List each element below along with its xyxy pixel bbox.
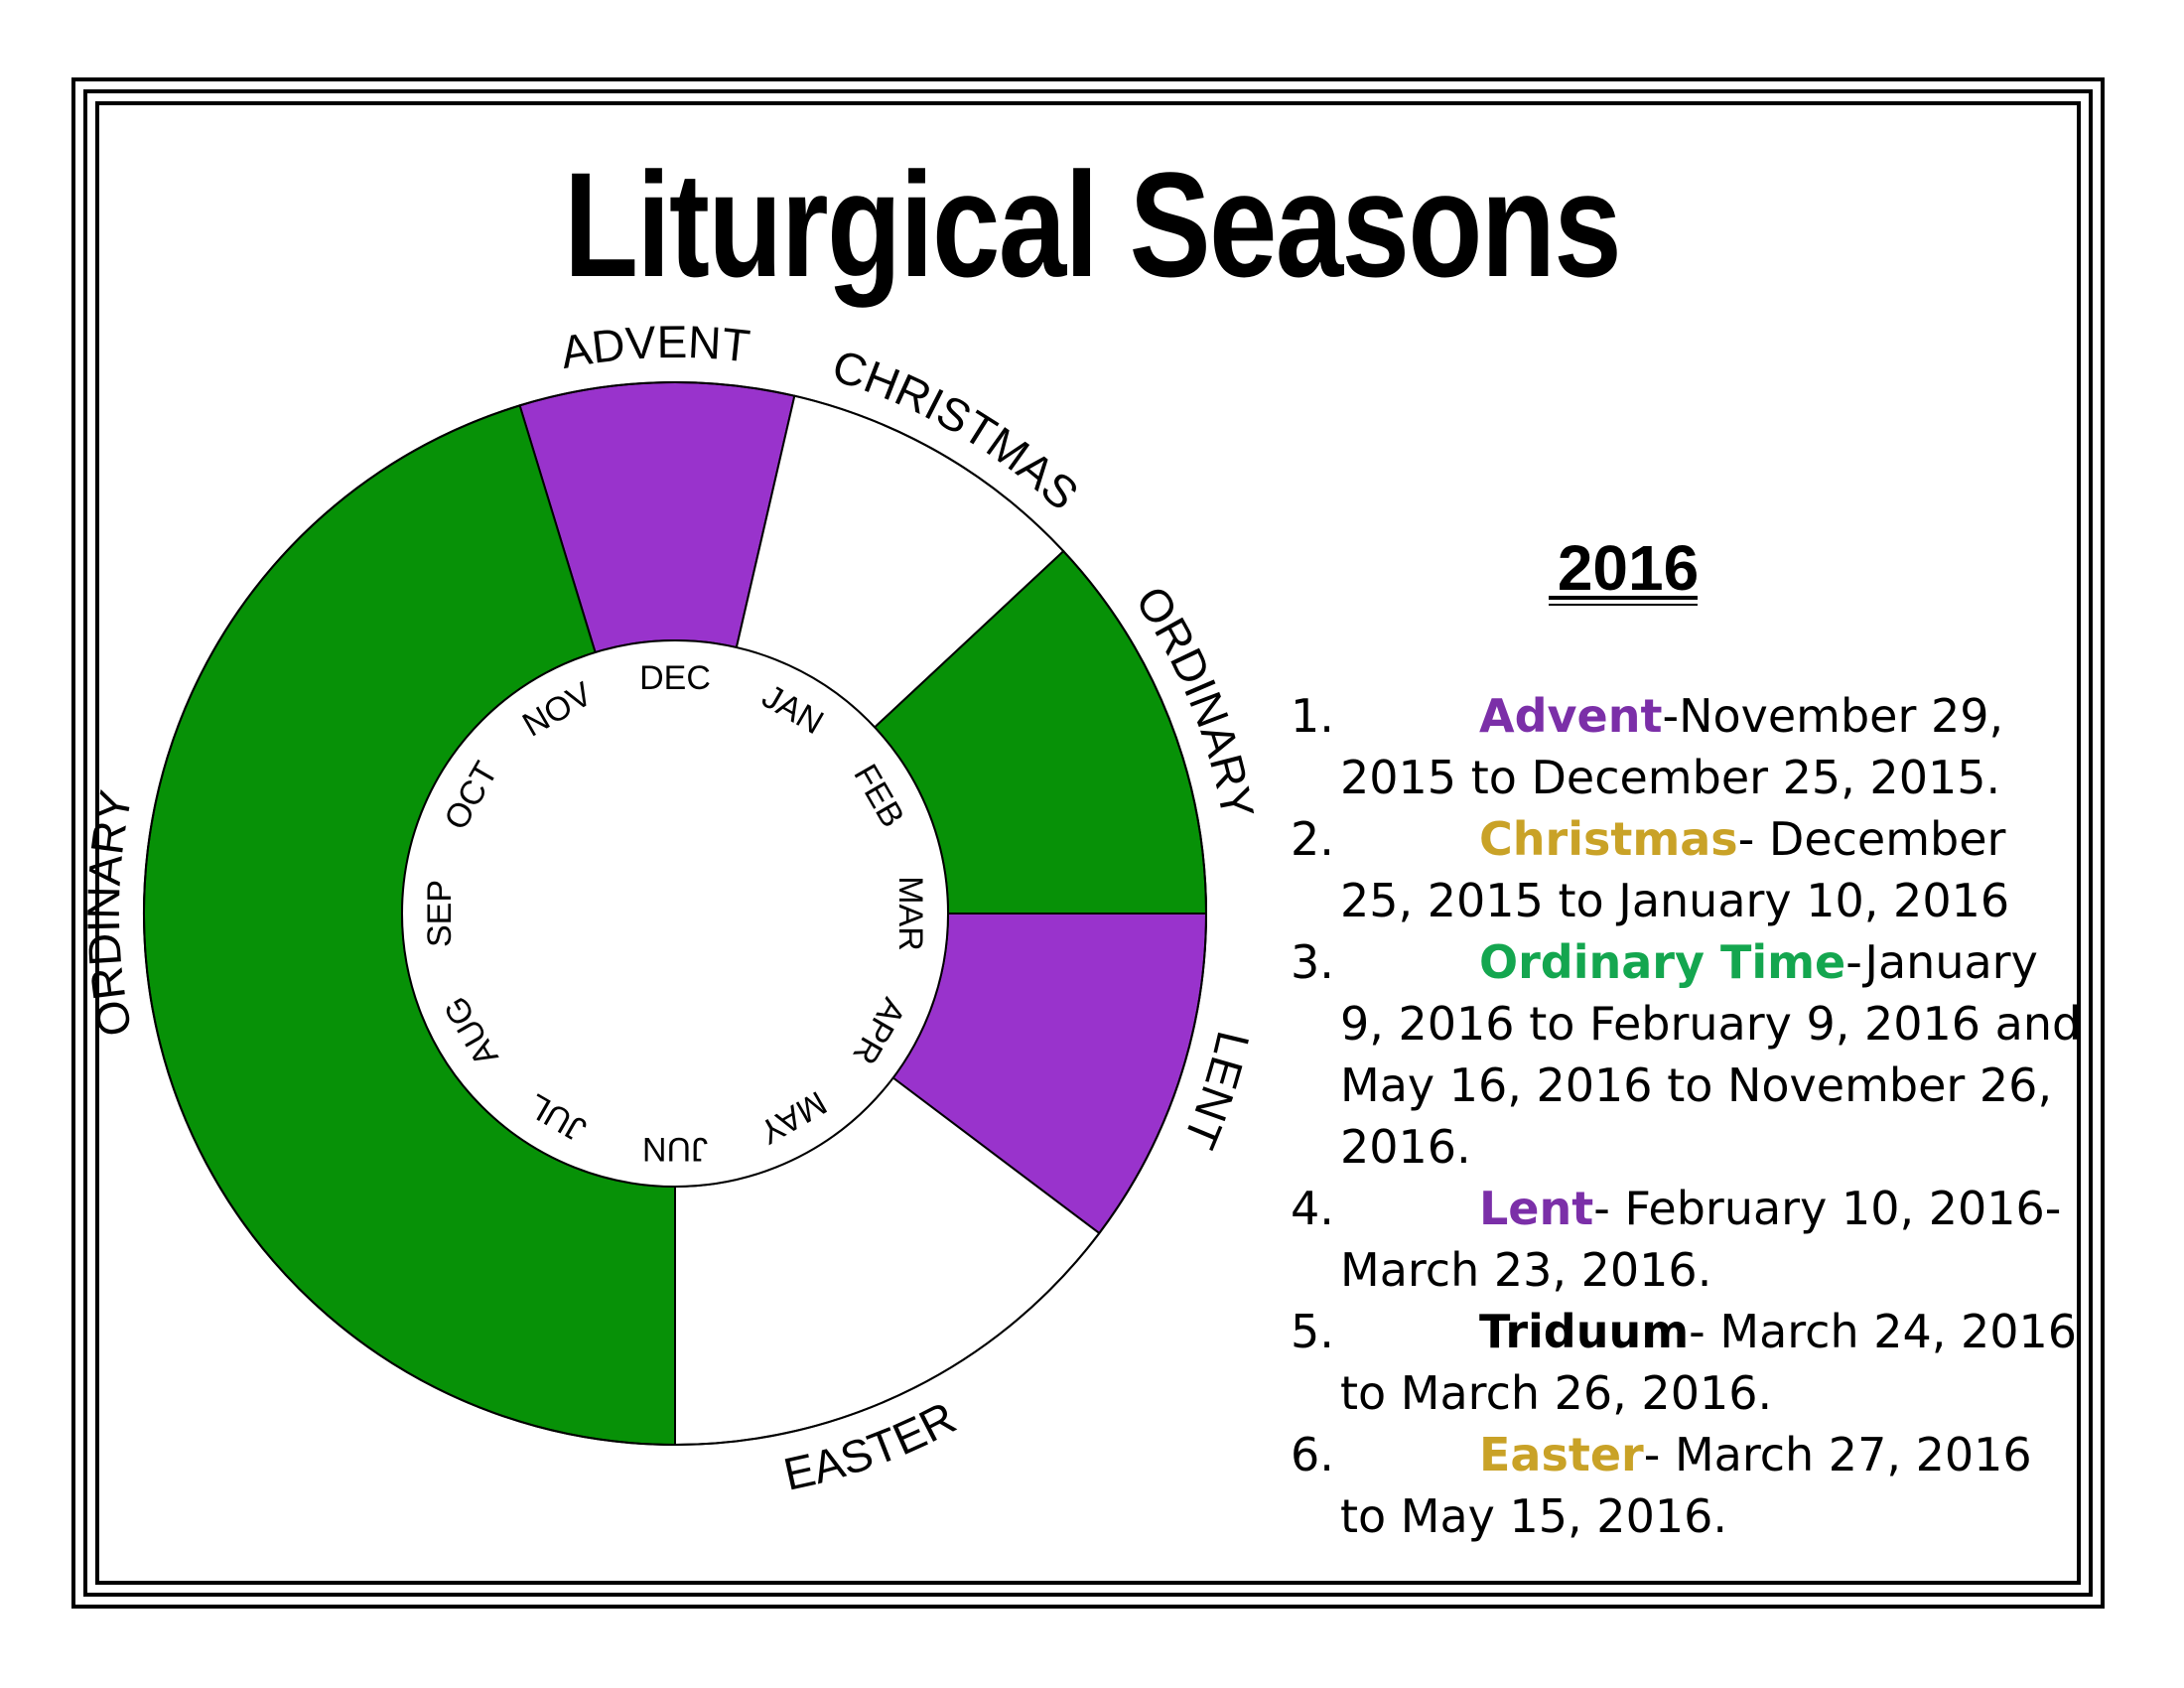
month-label-sep: SEP xyxy=(421,880,459,947)
legend-season-name: Lent xyxy=(1479,1182,1594,1235)
season-legend: 1. Advent-November 29, 2015 to December 2… xyxy=(1291,685,2085,1547)
year-heading: 2016 xyxy=(1557,532,1700,604)
legend-season-name: Ordinary Time xyxy=(1479,935,1846,989)
season-label-advent: ADVENT xyxy=(557,316,752,378)
season-label-ordinary-2: ORDINARY xyxy=(77,786,142,1041)
page-border-inner xyxy=(95,101,2081,1585)
page-border-middle xyxy=(83,89,2093,1597)
legend-number: 6. xyxy=(1291,1428,1334,1481)
legend-number: 3. xyxy=(1291,935,1334,989)
legend-dates: December 25, 2015 to January 10, 2016 xyxy=(1340,812,2010,927)
legend-number: 2. xyxy=(1291,812,1334,866)
page-title: Liturgical Seasons xyxy=(563,141,1622,308)
legend-item-easter: 6. Easter- March 27, 2016 to May 15, 2016… xyxy=(1291,1424,2085,1547)
month-label-dec: DEC xyxy=(639,659,711,697)
legend-separator: - xyxy=(1845,935,1865,989)
outer-circle xyxy=(143,381,1207,1446)
legend-season-name: Easter xyxy=(1479,1428,1644,1481)
month-label-jun: JUN xyxy=(642,1130,708,1168)
legend-number: 1. xyxy=(1291,689,1334,743)
legend-separator: - xyxy=(1689,1305,1720,1358)
page-border-outer xyxy=(71,77,2105,1609)
legend-dates: November 29, 2015 to December 25, 2015. xyxy=(1340,689,2004,804)
legend-item-lent: 4. Lent- February 10, 2016-March 23, 2016… xyxy=(1291,1178,2085,1301)
legend-season-name: Christmas xyxy=(1479,812,1738,866)
legend-dates: March 27, 2016 to May 15, 2016. xyxy=(1340,1428,2032,1543)
legend-item-ordinary-time: 3. Ordinary Time-January 9, 2016 to Febru… xyxy=(1291,931,2085,1178)
legend-separator: - xyxy=(1593,1182,1625,1235)
legend-dates: March 24, 2016 to March 26, 2016. xyxy=(1340,1305,2078,1420)
legend-item-advent: 1. Advent-November 29, 2015 to December 2… xyxy=(1291,685,2085,808)
legend-separator: - xyxy=(1737,812,1769,866)
legend-number: 5. xyxy=(1291,1305,1334,1358)
legend-season-name: Advent xyxy=(1479,689,1663,743)
year-underline-thin xyxy=(1549,604,1698,606)
legend-number: 4. xyxy=(1291,1182,1334,1235)
legend-dates: February 10, 2016-March 23, 2016. xyxy=(1340,1182,2062,1297)
legend-item-triduum: 5. Triduum- March 24, 2016 to March 26, 2… xyxy=(1291,1301,2085,1424)
month-label-mar: MAR xyxy=(891,876,929,951)
legend-dates: January 9, 2016 to February 9, 2016 and … xyxy=(1340,935,2082,1174)
legend-separator: - xyxy=(1643,1428,1675,1481)
legend-season-name: Triduum xyxy=(1479,1305,1690,1358)
inner-circle xyxy=(401,639,949,1188)
legend-item-christmas: 2. Christmas- December 25, 2015 to Januar… xyxy=(1291,808,2085,931)
legend-separator: - xyxy=(1662,689,1680,743)
year-underline xyxy=(1549,596,1698,600)
